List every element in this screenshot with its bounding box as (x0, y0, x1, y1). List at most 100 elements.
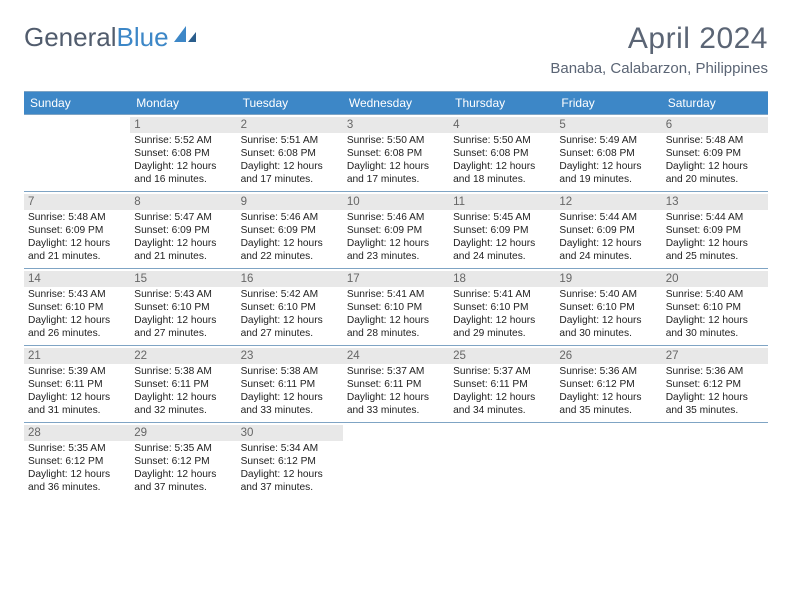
day-number: 26 (559, 350, 572, 362)
day-info: Sunrise: 5:45 AMSunset: 6:09 PMDaylight:… (453, 212, 551, 263)
day-number: 6 (666, 119, 672, 131)
day-cell: 22 Sunrise: 5:38 AMSunset: 6:11 PMDayligh… (130, 346, 236, 422)
week-row: 28 Sunrise: 5:35 AMSunset: 6:12 PMDayligh… (24, 422, 768, 499)
day-number: 25 (453, 350, 466, 362)
daynum-bar: 25 (449, 348, 555, 364)
day-cell: 15Sunrise: 5:43 AMSunset: 6:10 PMDayligh… (130, 269, 236, 345)
day-info: Sunrise: 5:35 AMSunset: 6:12 PMDaylight:… (28, 443, 126, 494)
day-info: Sunrise: 5:36 AMSunset: 6:12 PMDaylight:… (666, 366, 764, 417)
logo-text: GeneralBlue (24, 22, 169, 53)
day-number: 7 (28, 196, 34, 208)
week-row: 21Sunrise: 5:39 AMSunset: 6:11 PMDayligh… (24, 345, 768, 422)
dow-thu: Thursday (449, 92, 555, 114)
week-row: 14 Sunrise: 5:43 AMSunset: 6:10 PMDayligh… (24, 268, 768, 345)
day-info: Sunrise: 5:43 AMSunset: 6:10 PMDaylight:… (28, 289, 126, 340)
page-title: April 2024 (550, 22, 768, 56)
day-number: 16 (241, 273, 254, 285)
day-number: 8 (134, 196, 140, 208)
dow-sun: Sunday (24, 92, 130, 114)
daynum-bar: 20 (662, 271, 768, 287)
daynum-bar: 14 (24, 271, 130, 287)
day-info: Sunrise: 5:50 AMSunset: 6:08 PMDaylight:… (453, 135, 551, 186)
day-info: Sunrise: 5:42 AMSunset: 6:10 PMDaylight:… (241, 289, 339, 340)
day-cell: 30Sunrise: 5:34 AMSunset: 6:12 PMDayligh… (237, 423, 343, 499)
daynum-bar: 18 (449, 271, 555, 287)
day-cell (555, 423, 661, 499)
daynum-bar: 2 (237, 117, 343, 133)
day-cell: 21Sunrise: 5:39 AMSunset: 6:11 PMDayligh… (24, 346, 130, 422)
day-cell: 9Sunrise: 5:46 AMSunset: 6:09 PMDaylight… (237, 192, 343, 268)
day-info: Sunrise: 5:36 AMSunset: 6:12 PMDaylight:… (559, 366, 657, 417)
daynum-bar: 7 (24, 194, 130, 210)
day-info: Sunrise: 5:44 AMSunset: 6:09 PMDaylight:… (666, 212, 764, 263)
day-info: Sunrise: 5:46 AMSunset: 6:09 PMDaylight:… (241, 212, 339, 263)
day-cell: 25 Sunrise: 5:37 AMSunset: 6:11 PMDayligh… (449, 346, 555, 422)
daynum-bar: 5 (555, 117, 661, 133)
logo-general: General (24, 22, 117, 52)
daynum-bar: 23 (237, 348, 343, 364)
day-info: Sunrise: 5:37 AMSunset: 6:11 PMDaylight:… (453, 366, 551, 417)
day-number: 22 (134, 350, 147, 362)
day-number: 14 (28, 273, 41, 285)
day-cell: 17Sunrise: 5:41 AMSunset: 6:10 PMDayligh… (343, 269, 449, 345)
day-info: Sunrise: 5:38 AMSunset: 6:11 PMDaylight:… (134, 366, 232, 417)
daynum-bar: 16 (237, 271, 343, 287)
day-cell: 5 Sunrise: 5:49 AMSunset: 6:08 PMDaylight… (555, 115, 661, 191)
daynum-bar: 4 (449, 117, 555, 133)
day-cell: 16 Sunrise: 5:42 AMSunset: 6:10 PMDayligh… (237, 269, 343, 345)
day-info: Sunrise: 5:49 AMSunset: 6:08 PMDaylight:… (559, 135, 657, 186)
dow-fri: Friday (555, 92, 661, 114)
day-number: 19 (559, 273, 572, 285)
day-number: 21 (28, 350, 41, 362)
day-cell: 12 Sunrise: 5:44 AMSunset: 6:09 PMDayligh… (555, 192, 661, 268)
dow-sat: Saturday (662, 92, 768, 114)
daynum-bar: 29 (130, 425, 236, 441)
day-info: Sunrise: 5:38 AMSunset: 6:11 PMDaylight:… (241, 366, 339, 417)
weeks-container: 1Sunrise: 5:52 AMSunset: 6:08 PMDaylight… (24, 114, 768, 499)
dow-mon: Monday (130, 92, 236, 114)
week-row: 1Sunrise: 5:52 AMSunset: 6:08 PMDaylight… (24, 114, 768, 191)
day-number: 1 (134, 119, 140, 131)
day-number: 29 (134, 427, 147, 439)
daynum-bar: 28 (24, 425, 130, 441)
day-cell: 26 Sunrise: 5:36 AMSunset: 6:12 PMDayligh… (555, 346, 661, 422)
day-cell: 8Sunrise: 5:47 AMSunset: 6:09 PMDaylight… (130, 192, 236, 268)
day-cell: 4 Sunrise: 5:50 AMSunset: 6:08 PMDaylight… (449, 115, 555, 191)
dow-wed: Wednesday (343, 92, 449, 114)
day-number: 11 (453, 196, 465, 208)
day-cell: 7 Sunrise: 5:48 AMSunset: 6:09 PMDaylight… (24, 192, 130, 268)
day-cell: 28 Sunrise: 5:35 AMSunset: 6:12 PMDayligh… (24, 423, 130, 499)
daynum-bar: 22 (130, 348, 236, 364)
day-info: Sunrise: 5:35 AMSunset: 6:12 PMDaylight:… (134, 443, 232, 494)
daynum-bar: 26 (555, 348, 661, 364)
dow-tue: Tuesday (237, 92, 343, 114)
daynum-bar: 27 (662, 348, 768, 364)
location-subtitle: Banaba, Calabarzon, Philippines (550, 60, 768, 77)
day-cell: 11 Sunrise: 5:45 AMSunset: 6:09 PMDayligh… (449, 192, 555, 268)
day-number: 2 (241, 119, 247, 131)
day-info: Sunrise: 5:37 AMSunset: 6:11 PMDaylight:… (347, 366, 445, 417)
day-cell: 20Sunrise: 5:40 AMSunset: 6:10 PMDayligh… (662, 269, 768, 345)
day-info: Sunrise: 5:40 AMSunset: 6:10 PMDaylight:… (559, 289, 657, 340)
week-row: 7 Sunrise: 5:48 AMSunset: 6:09 PMDaylight… (24, 191, 768, 268)
day-number: 17 (347, 273, 360, 285)
day-cell: 3Sunrise: 5:50 AMSunset: 6:08 PMDaylight… (343, 115, 449, 191)
day-number: 20 (666, 273, 679, 285)
daynum-bar: 3 (343, 117, 449, 133)
daynum-bar: 17 (343, 271, 449, 287)
daynum-bar: 30 (237, 425, 343, 441)
day-cell (449, 423, 555, 499)
daynum-bar: 12 (555, 194, 661, 210)
title-block: April 2024 Banaba, Calabarzon, Philippin… (550, 22, 768, 77)
day-number: 30 (241, 427, 254, 439)
day-number: 24 (347, 350, 360, 362)
day-info: Sunrise: 5:41 AMSunset: 6:10 PMDaylight:… (453, 289, 551, 340)
day-info: Sunrise: 5:48 AMSunset: 6:09 PMDaylight:… (28, 212, 126, 263)
day-info: Sunrise: 5:44 AMSunset: 6:09 PMDaylight:… (559, 212, 657, 263)
daynum-bar: 13 (662, 194, 768, 210)
day-number: 4 (453, 119, 459, 131)
day-info: Sunrise: 5:46 AMSunset: 6:09 PMDaylight:… (347, 212, 445, 263)
day-number: 3 (347, 119, 353, 131)
day-cell: 13 Sunrise: 5:44 AMSunset: 6:09 PMDayligh… (662, 192, 768, 268)
day-number: 28 (28, 427, 41, 439)
